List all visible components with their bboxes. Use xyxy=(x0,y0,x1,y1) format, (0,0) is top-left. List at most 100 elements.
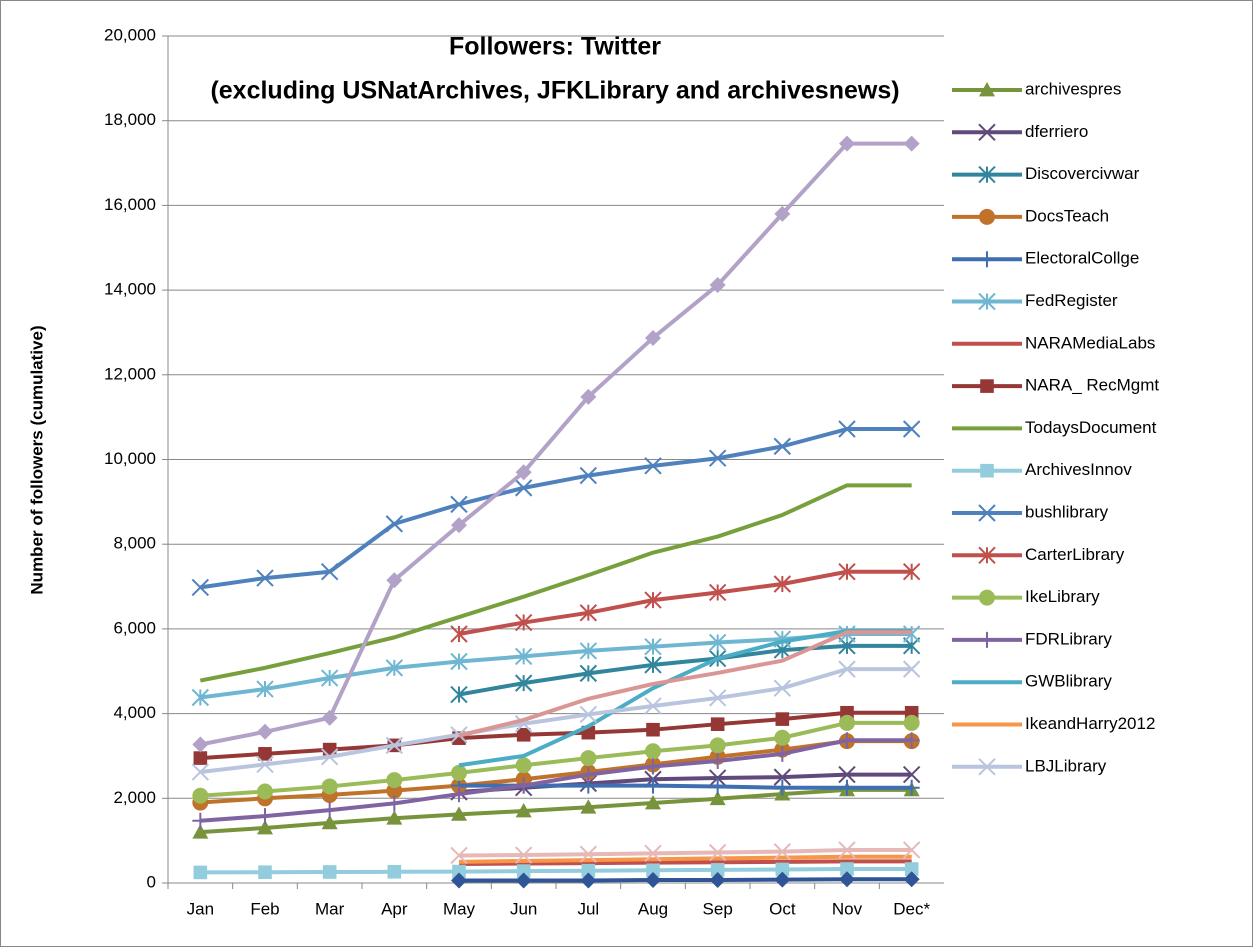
series-line xyxy=(458,630,912,738)
marker xyxy=(902,841,921,859)
marker xyxy=(192,824,209,839)
marker xyxy=(902,625,921,643)
marker xyxy=(709,277,726,294)
marker xyxy=(980,463,994,478)
y-tick-label: 0 xyxy=(147,872,156,891)
chart-title: Followers: Twitter xyxy=(449,33,661,61)
marker xyxy=(979,251,995,268)
marker xyxy=(645,329,661,346)
y-tick-label: 14,000 xyxy=(104,280,156,299)
marker xyxy=(902,765,921,784)
marker xyxy=(709,790,726,806)
y-tick-label: 6,000 xyxy=(113,618,156,637)
marker xyxy=(516,864,531,878)
marker xyxy=(258,747,272,761)
legend-label: archivespres xyxy=(1025,79,1121,98)
marker xyxy=(514,647,533,666)
x-tick-label: Mar xyxy=(315,899,345,918)
marker xyxy=(257,819,273,835)
series-line xyxy=(199,483,912,683)
x-tick-label: Aug xyxy=(638,899,668,918)
marker xyxy=(580,766,597,783)
marker xyxy=(516,727,531,742)
y-tick-label: 8,000 xyxy=(113,534,156,553)
marker xyxy=(450,495,468,514)
marker xyxy=(451,872,467,889)
x-tick-label: Sep xyxy=(703,899,733,918)
legend-label: ArchivesInnov xyxy=(1025,460,1132,479)
marker xyxy=(773,575,792,593)
marker xyxy=(579,642,598,660)
marker xyxy=(979,631,995,648)
marker xyxy=(773,842,792,861)
marker xyxy=(773,768,792,786)
marker xyxy=(644,637,662,656)
marker xyxy=(774,779,791,796)
marker xyxy=(978,292,996,311)
marker xyxy=(258,865,272,880)
marker xyxy=(580,872,597,889)
marker xyxy=(320,563,339,581)
series-line xyxy=(200,739,912,805)
legend-label: dferriero xyxy=(1025,122,1088,141)
marker xyxy=(838,660,856,678)
y-axis-title: Number of followers (cumulative) xyxy=(27,325,46,594)
series-line xyxy=(200,738,912,823)
marker xyxy=(903,732,920,749)
marker xyxy=(644,591,662,609)
legend-label: ElectoralCollge xyxy=(1025,249,1139,268)
marker xyxy=(708,769,727,787)
marker xyxy=(452,864,466,879)
marker xyxy=(902,660,921,678)
marker xyxy=(515,757,532,774)
marker xyxy=(902,563,921,581)
marker xyxy=(710,717,725,731)
legend-label: Discovercivwar xyxy=(1025,164,1140,183)
marker xyxy=(191,688,210,707)
marker xyxy=(514,613,533,632)
marker xyxy=(192,812,209,829)
marker xyxy=(708,449,727,467)
marker xyxy=(257,723,273,740)
marker xyxy=(191,763,210,781)
marker xyxy=(321,778,338,795)
marker xyxy=(515,803,532,818)
marker xyxy=(838,420,856,438)
series-line xyxy=(199,141,912,747)
series-line xyxy=(458,854,912,864)
marker xyxy=(386,772,403,789)
x-tick-label: Feb xyxy=(250,899,279,918)
marker xyxy=(979,589,995,606)
marker xyxy=(708,689,727,707)
marker xyxy=(645,794,661,810)
marker xyxy=(708,633,727,652)
marker xyxy=(839,779,855,796)
marker xyxy=(450,685,468,704)
marker xyxy=(192,787,209,804)
marker xyxy=(451,806,467,821)
marker xyxy=(514,674,533,692)
y-tick-label: 16,000 xyxy=(104,195,156,214)
marker xyxy=(451,517,467,534)
marker xyxy=(773,679,792,697)
marker xyxy=(709,778,726,795)
marker xyxy=(644,697,662,715)
marker xyxy=(386,810,403,825)
legend-label: bushlibrary xyxy=(1025,502,1109,521)
marker xyxy=(979,208,995,225)
marker xyxy=(257,783,273,800)
chart-subtitle: (excluding USNatArchives, JFKLibrary and… xyxy=(210,77,899,105)
marker xyxy=(978,758,996,776)
marker xyxy=(321,709,338,726)
marker xyxy=(646,863,660,878)
legend-label: IkeandHarry2012 xyxy=(1025,714,1155,733)
marker xyxy=(708,583,727,602)
marker xyxy=(450,625,468,643)
marker xyxy=(838,765,856,784)
marker xyxy=(980,379,994,393)
marker xyxy=(645,872,661,889)
marker xyxy=(321,814,338,830)
series-line xyxy=(458,847,912,858)
marker xyxy=(839,135,855,152)
